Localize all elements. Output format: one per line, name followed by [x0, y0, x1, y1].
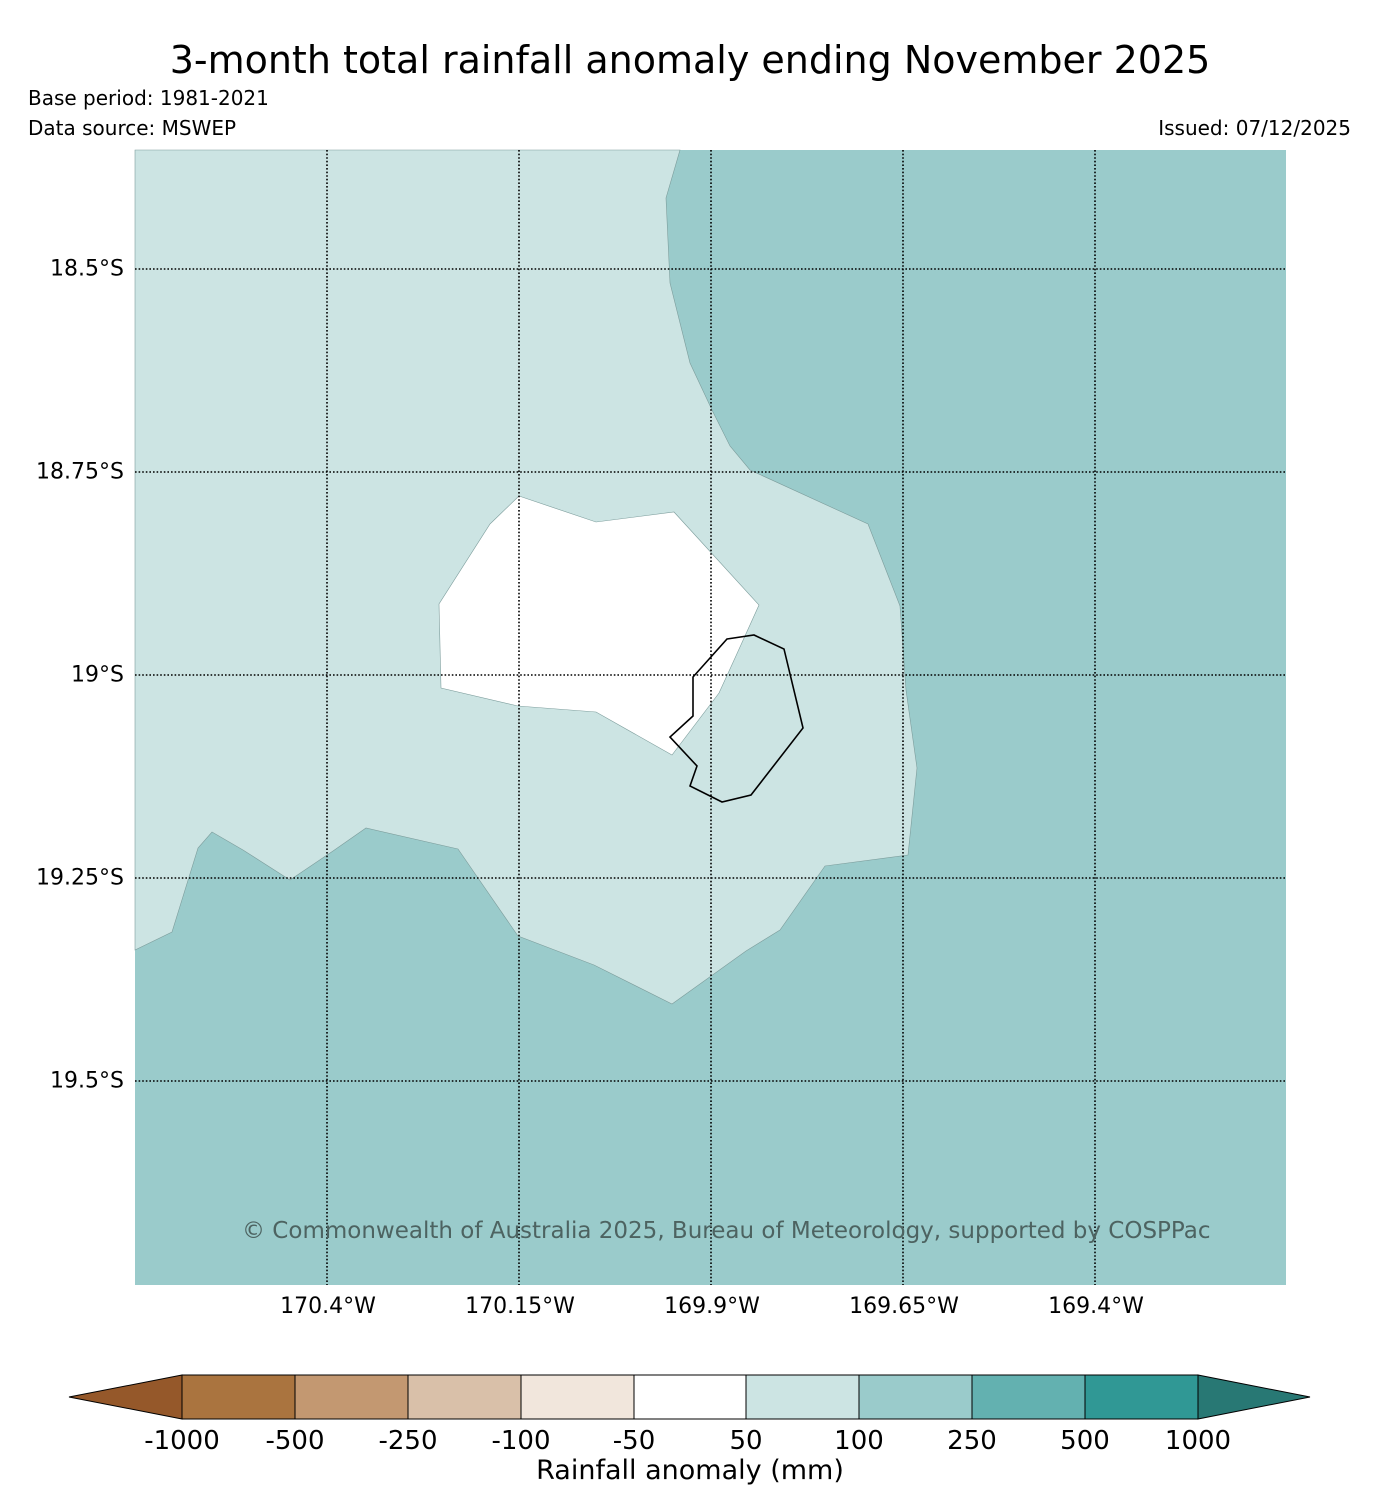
- island-coastline: [668, 634, 804, 803]
- colorbar-segment: [633, 1374, 747, 1420]
- colorbar-tick-label: -1000: [144, 1426, 220, 1456]
- lat-label: 19.25°S: [36, 865, 124, 891]
- colorbar: [68, 1374, 1311, 1420]
- lat-label: 18.75°S: [36, 459, 124, 485]
- colorbar-tick-label: 100: [834, 1426, 884, 1456]
- gridlines: [135, 150, 1286, 1285]
- colorbar-segment: [971, 1374, 1086, 1420]
- lon-label: 170.15°W: [465, 1294, 575, 1319]
- colorbar-segment: [745, 1374, 860, 1420]
- colorbar-segment: [1084, 1374, 1199, 1420]
- colorbar-segment: [294, 1374, 409, 1420]
- colorbar-tick-label: -50: [612, 1426, 656, 1456]
- base-period-text: Base period: 1981-2021: [28, 86, 269, 110]
- chart-title: 3-month total rainfall anomaly ending No…: [169, 38, 1211, 82]
- colorbar-title: Rainfall anomaly (mm): [536, 1455, 844, 1486]
- colorbar-extend-low: [68, 1374, 183, 1420]
- lon-label: 170.4°W: [280, 1294, 376, 1319]
- lon-label: 169.65°W: [849, 1294, 959, 1319]
- colorbar-extend-high: [1197, 1374, 1311, 1420]
- colorbar-tick-label: 50: [729, 1426, 763, 1456]
- lat-label: 19°S: [71, 662, 124, 688]
- colorbar-segment: [858, 1374, 973, 1420]
- colorbar-segment: [407, 1374, 522, 1420]
- lon-label: 169.4°W: [1048, 1294, 1144, 1319]
- colorbar-tick-label: 500: [1060, 1426, 1110, 1456]
- colorbar-tick-label: -100: [491, 1426, 551, 1456]
- colorbar-segment: [181, 1374, 296, 1420]
- data-source-text: Data source: MSWEP: [28, 116, 237, 140]
- lon-label: 169.9°W: [664, 1294, 760, 1319]
- colorbar-tick-label: 1000: [1164, 1426, 1232, 1456]
- colorbar-tick-label: -250: [378, 1426, 438, 1456]
- colorbar-tick-label: -500: [265, 1426, 325, 1456]
- copyright-notice: © Commonwealth of Australia 2025, Bureau…: [242, 1218, 1211, 1244]
- colorbar-tick-label: 250: [947, 1426, 997, 1456]
- colorbar-segment: [520, 1374, 635, 1420]
- lat-label: 18.5°S: [50, 256, 124, 282]
- issued-date-text: Issued: 07/12/2025: [1158, 116, 1351, 140]
- lat-label: 19.5°S: [50, 1068, 124, 1094]
